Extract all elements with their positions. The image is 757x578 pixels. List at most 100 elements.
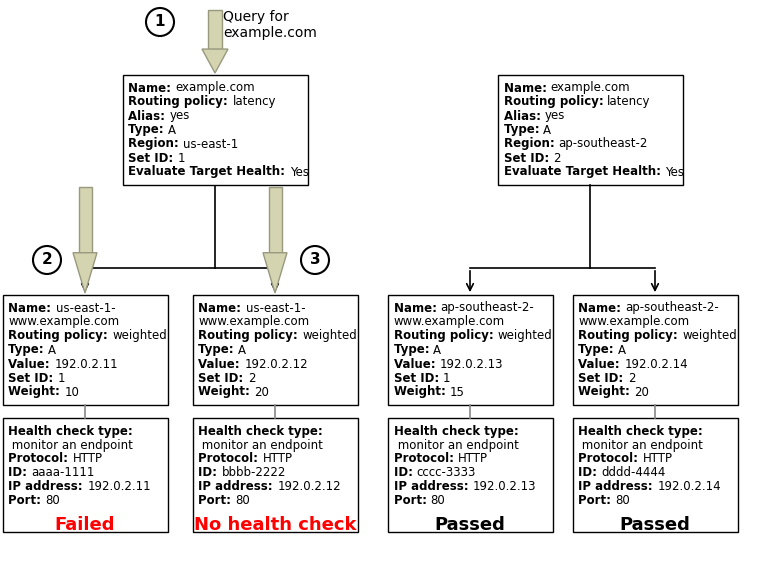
Text: Region:: Region: — [503, 138, 559, 150]
Text: 192.0.2.12: 192.0.2.12 — [277, 480, 341, 494]
Text: Health check type:: Health check type: — [8, 424, 133, 438]
Text: yes: yes — [170, 109, 190, 123]
Bar — [192, 295, 357, 405]
Text: ap-southeast-2: ap-southeast-2 — [559, 138, 648, 150]
Text: 2: 2 — [42, 253, 52, 268]
Text: latency: latency — [232, 95, 276, 109]
Text: Weight:: Weight: — [394, 386, 450, 398]
Text: Evaluate Target Health:: Evaluate Target Health: — [129, 165, 290, 179]
Text: Port:: Port: — [394, 495, 431, 507]
Text: Routing policy:: Routing policy: — [129, 95, 232, 109]
Polygon shape — [73, 253, 97, 293]
Text: Routing policy:: Routing policy: — [198, 329, 302, 343]
Text: 192.0.2.11: 192.0.2.11 — [55, 358, 118, 370]
Text: us-east-1-: us-east-1- — [55, 302, 115, 314]
Text: www.example.com: www.example.com — [8, 316, 120, 328]
Text: Alias:: Alias: — [129, 109, 170, 123]
Text: Routing policy:: Routing policy: — [8, 329, 112, 343]
Text: ap-southeast-2-: ap-southeast-2- — [441, 302, 534, 314]
Text: 1: 1 — [58, 372, 65, 384]
Polygon shape — [263, 253, 287, 293]
Text: monitor an endpoint: monitor an endpoint — [578, 439, 703, 451]
Text: IP address:: IP address: — [8, 480, 87, 494]
Text: HTTP: HTTP — [643, 453, 673, 465]
Text: Weight:: Weight: — [198, 386, 254, 398]
Text: us-east-1-: us-east-1- — [245, 302, 305, 314]
Polygon shape — [202, 49, 228, 73]
Text: Health check type:: Health check type: — [578, 424, 703, 438]
Text: example.com: example.com — [176, 81, 255, 94]
Bar — [2, 418, 167, 532]
Text: Set ID:: Set ID: — [394, 372, 443, 384]
Text: us-east-1: us-east-1 — [183, 138, 238, 150]
Text: Alias:: Alias: — [503, 109, 544, 123]
Text: 192.0.2.12: 192.0.2.12 — [245, 358, 308, 370]
Text: A: A — [238, 343, 246, 357]
Text: Protocol:: Protocol: — [198, 453, 263, 465]
Bar — [388, 295, 553, 405]
Bar — [572, 418, 737, 532]
Text: HTTP: HTTP — [263, 453, 293, 465]
Text: IP address:: IP address: — [198, 480, 277, 494]
Text: aaaa-1111: aaaa-1111 — [32, 466, 95, 480]
Text: monitor an endpoint: monitor an endpoint — [198, 439, 323, 451]
Text: 1: 1 — [178, 151, 185, 165]
Text: 20: 20 — [254, 386, 269, 398]
Text: yes: yes — [544, 109, 565, 123]
Text: A: A — [618, 343, 626, 357]
Text: Type:: Type: — [198, 343, 238, 357]
Text: No health check: No health check — [194, 517, 357, 535]
Text: Name:: Name: — [578, 302, 625, 314]
Text: Failed: Failed — [55, 517, 115, 535]
Text: Set ID:: Set ID: — [503, 151, 553, 165]
Text: www.example.com: www.example.com — [578, 316, 690, 328]
Text: Port:: Port: — [578, 495, 615, 507]
Text: Set ID:: Set ID: — [578, 372, 628, 384]
Circle shape — [146, 8, 174, 36]
Text: 10: 10 — [64, 386, 79, 398]
Text: A: A — [544, 124, 551, 136]
Text: example.com: example.com — [550, 81, 631, 94]
Text: Health check type:: Health check type: — [198, 424, 323, 438]
Bar — [2, 295, 167, 405]
Text: Passed: Passed — [435, 517, 506, 535]
Text: 80: 80 — [431, 495, 445, 507]
Bar — [123, 75, 307, 185]
Text: 2: 2 — [248, 372, 255, 384]
Text: www.example.com: www.example.com — [394, 316, 505, 328]
Bar — [208, 10, 222, 49]
Circle shape — [301, 246, 329, 274]
Text: Region:: Region: — [129, 138, 183, 150]
Text: IP address:: IP address: — [394, 480, 472, 494]
Text: 192.0.2.11: 192.0.2.11 — [87, 480, 151, 494]
Text: weighted: weighted — [302, 329, 357, 343]
Text: Evaluate Target Health:: Evaluate Target Health: — [503, 165, 665, 179]
Text: 1: 1 — [154, 14, 165, 29]
Text: Set ID:: Set ID: — [198, 372, 248, 384]
Text: Type:: Type: — [394, 343, 433, 357]
Text: Protocol:: Protocol: — [394, 453, 458, 465]
Text: Value:: Value: — [8, 358, 55, 370]
Text: Query for
example.com: Query for example.com — [223, 10, 317, 40]
Text: 1: 1 — [443, 372, 450, 384]
Text: ID:: ID: — [578, 466, 602, 480]
Text: 80: 80 — [615, 495, 631, 507]
Text: monitor an endpoint: monitor an endpoint — [394, 439, 519, 451]
Text: Port:: Port: — [8, 495, 45, 507]
Bar — [79, 187, 92, 253]
Text: monitor an endpoint: monitor an endpoint — [8, 439, 133, 451]
Text: 80: 80 — [235, 495, 251, 507]
Text: Type:: Type: — [503, 124, 544, 136]
Text: Set ID:: Set ID: — [8, 372, 58, 384]
Text: www.example.com: www.example.com — [198, 316, 310, 328]
Bar — [388, 418, 553, 532]
Text: 192.0.2.14: 192.0.2.14 — [657, 480, 721, 494]
Text: HTTP: HTTP — [73, 453, 103, 465]
Text: cccc-3333: cccc-3333 — [416, 466, 476, 480]
Text: Routing policy:: Routing policy: — [578, 329, 682, 343]
Text: 3: 3 — [310, 253, 320, 268]
Text: weighted: weighted — [497, 329, 552, 343]
Text: Name:: Name: — [394, 302, 441, 314]
Text: A: A — [48, 343, 56, 357]
Text: Port:: Port: — [198, 495, 235, 507]
